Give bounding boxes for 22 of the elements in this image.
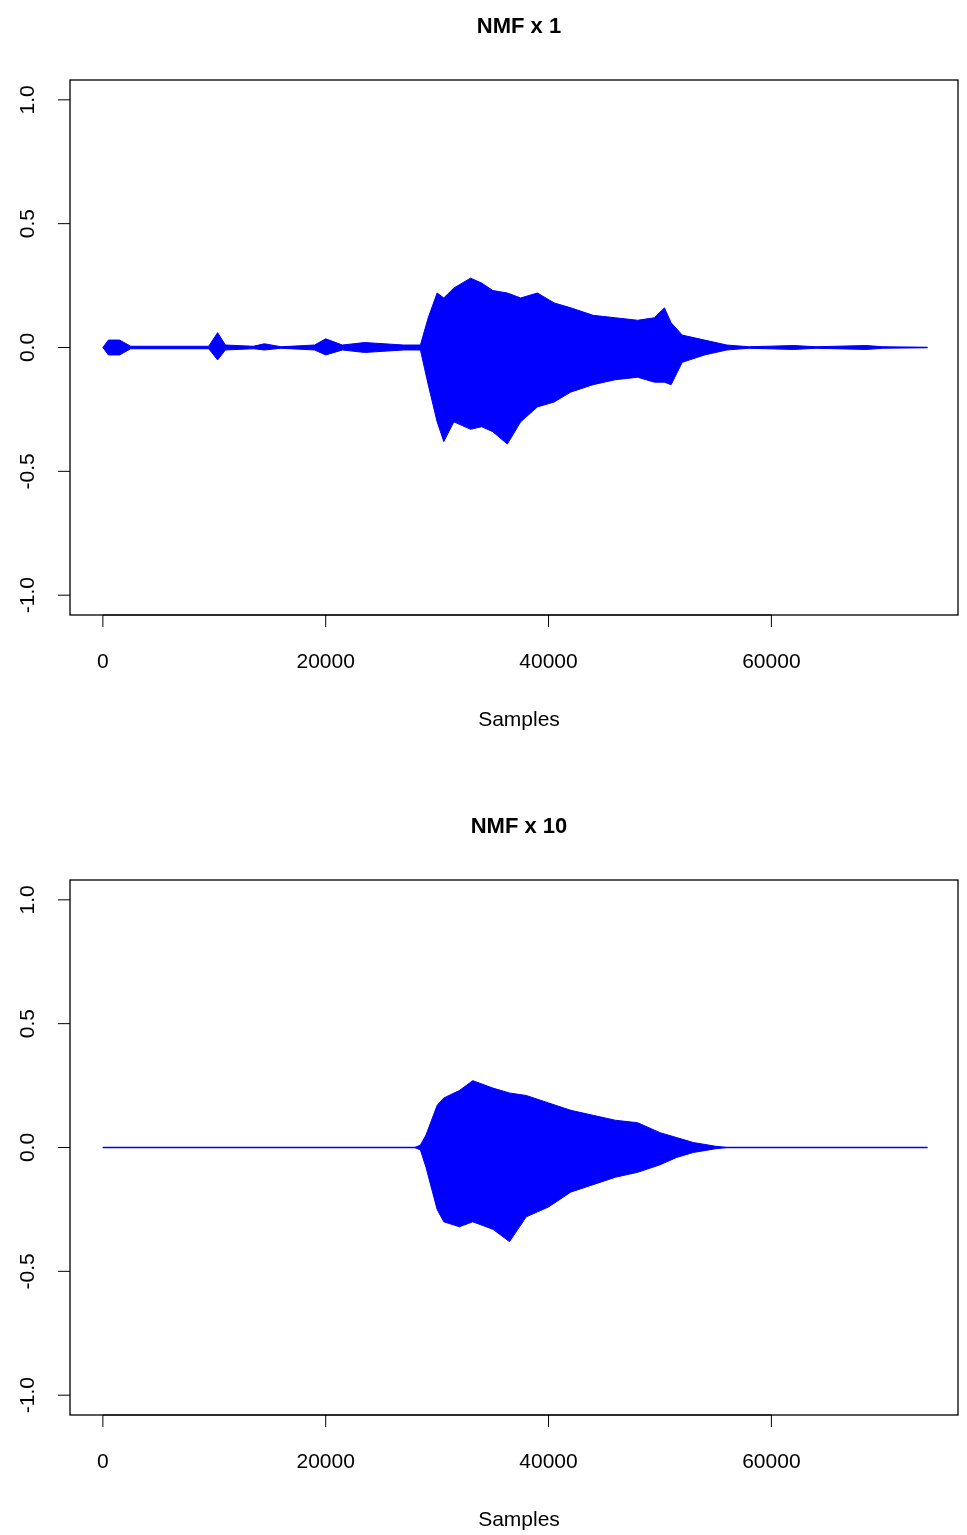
x-tick-label: 0 — [97, 649, 109, 672]
y-tick-label: 0.5 — [15, 1009, 38, 1039]
chart-title: NMF x 1 — [476, 13, 562, 38]
x-axis-title: Samples — [478, 707, 560, 730]
x-axis-title: Samples — [478, 1507, 560, 1530]
x-tick-label: 40000 — [519, 1449, 578, 1472]
x-tick-label: 40000 — [519, 649, 578, 672]
y-tick-label: -0.5 — [15, 1253, 38, 1290]
y-tick-label: -0.5 — [15, 453, 38, 490]
y-tick-label: -1.0 — [15, 1377, 38, 1414]
x-tick-label: 20000 — [296, 649, 355, 672]
x-tick-label: 0 — [97, 1449, 109, 1472]
y-tick-label: 0.0 — [15, 332, 38, 363]
y-tick-label: 1.0 — [15, 885, 38, 915]
x-tick-label: 20000 — [296, 1449, 355, 1472]
y-tick-label: 1.0 — [15, 85, 38, 115]
y-tick-label: -1.0 — [15, 577, 38, 614]
y-tick-label: 0.0 — [15, 1132, 38, 1163]
y-tick-label: 0.5 — [15, 209, 38, 239]
x-tick-label: 60000 — [742, 1449, 801, 1472]
chart-title: NMF x 10 — [470, 813, 568, 838]
x-tick-label: 60000 — [742, 649, 801, 672]
